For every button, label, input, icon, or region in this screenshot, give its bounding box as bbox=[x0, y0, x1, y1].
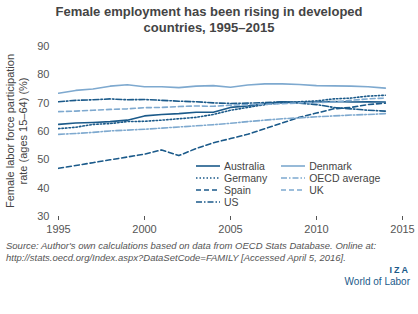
svg-text:2010: 2010 bbox=[304, 223, 328, 235]
html-text:US: US bbox=[224, 196, 239, 208]
svg-text:70: 70 bbox=[37, 97, 49, 109]
html-text:Spain: Spain bbox=[224, 184, 251, 196]
svg-text:2015: 2015 bbox=[390, 223, 414, 235]
html-text:UK: UK bbox=[309, 184, 324, 196]
svg-text:2005: 2005 bbox=[218, 223, 242, 235]
svg-text:80: 80 bbox=[37, 68, 49, 80]
html-text:Australia: Australia bbox=[224, 160, 265, 172]
svg-text:30: 30 bbox=[37, 210, 49, 222]
html-text:OECD average: OECD average bbox=[309, 172, 381, 184]
svg-text:60: 60 bbox=[37, 125, 49, 137]
svg-text:90: 90 bbox=[37, 40, 49, 52]
html-text:Denmark: Denmark bbox=[309, 160, 352, 172]
html-text:Source: Author's own calculati: Source: Author's own calculations based … bbox=[6, 240, 376, 263]
html-text:Female employment has been ris: Female employment has been rising in dev… bbox=[55, 4, 363, 35]
svg-text:1995: 1995 bbox=[46, 223, 70, 235]
svg-text:2000: 2000 bbox=[132, 223, 156, 235]
html-text:IZA: IZA bbox=[389, 265, 410, 275]
html-text:World of Labor: World of Labor bbox=[344, 276, 410, 287]
svg-text:40: 40 bbox=[37, 182, 49, 194]
svg-text:50: 50 bbox=[37, 153, 49, 165]
svg-text:Female labor force participati: Female labor force participationrate (ag… bbox=[4, 54, 29, 208]
html-text:Germany: Germany bbox=[224, 172, 268, 184]
